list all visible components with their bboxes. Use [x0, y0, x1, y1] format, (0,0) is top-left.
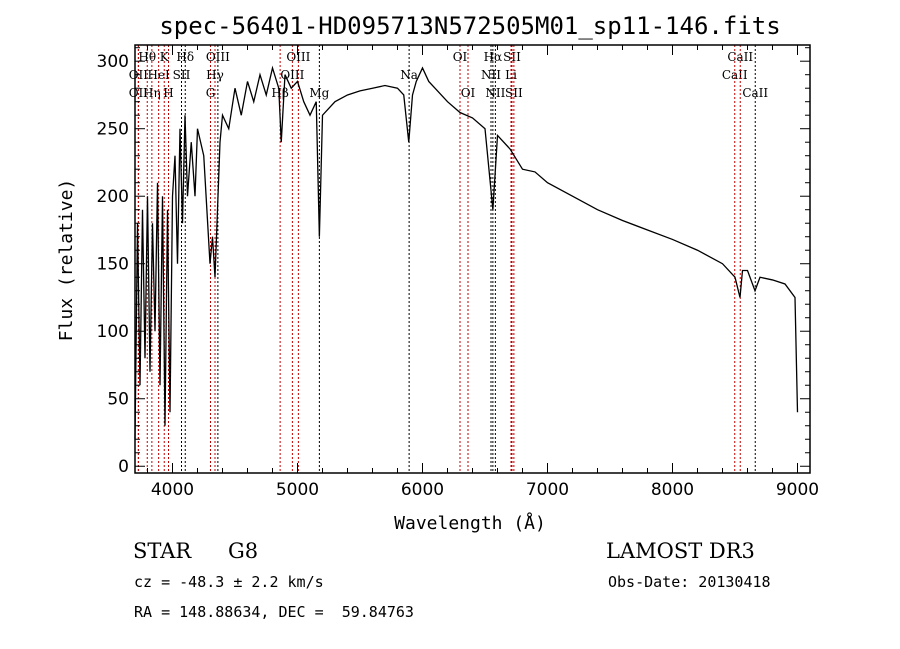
- spectral-line-label: H: [163, 86, 173, 100]
- chart-title: spec-56401-HD095713N572505M01_sp11-146.f…: [159, 12, 780, 40]
- spectral-line-label: CaII: [727, 50, 753, 64]
- spectral-line-label: CaII: [722, 68, 748, 82]
- spectral-line-label: K: [160, 50, 170, 64]
- spectrum-line: [134, 65, 799, 440]
- ra-dec: RA = 148.88634, DEC = 59.84763: [134, 603, 414, 621]
- y-tick-label: 200: [97, 187, 129, 207]
- obs-date: Obs-Date: 20130418: [608, 573, 771, 591]
- plot-frame: [134, 44, 811, 474]
- x-axis-label: Wavelength (Å): [394, 512, 546, 534]
- y-tick-label: 250: [97, 120, 129, 140]
- spectral-line-label: Hθ: [138, 50, 156, 64]
- y-axis-label: Flux (relative): [56, 179, 77, 342]
- y-tick-label: 0: [118, 457, 129, 477]
- y-tick-label: 300: [97, 52, 129, 72]
- x-tick-label: 8000: [651, 480, 694, 500]
- x-tick-label: 9000: [776, 480, 819, 500]
- x-tick-label: 5000: [276, 480, 319, 500]
- spectral-line-label: Hα: [484, 50, 503, 64]
- spectral-line-label: NII: [485, 86, 505, 100]
- spectral-line-label: Na: [400, 68, 418, 82]
- spectral-line-label: Mg: [309, 86, 329, 100]
- object-class: STAR: [133, 539, 192, 563]
- spectral-line-label: OIII: [280, 68, 304, 82]
- y-tick-label: 50: [107, 390, 129, 410]
- spectral-line-label: OI: [461, 86, 476, 100]
- redshift-text: cz = -48.3 ± 2.2 km/s: [134, 573, 324, 591]
- x-tick-label: 6000: [401, 480, 444, 500]
- spectral-line-label: Li: [505, 68, 517, 82]
- y-tick-label: 100: [97, 322, 129, 342]
- spectral-line-label: Hβ: [271, 86, 288, 100]
- spectral-line-label: SII: [505, 86, 523, 100]
- spectral-line-label: HeI: [147, 68, 170, 82]
- spectral-line-label: Hη: [143, 86, 161, 100]
- object-subclass: G8: [228, 539, 259, 563]
- spectral-line-label: SII: [173, 68, 191, 82]
- spectral-line-label: OIII: [206, 50, 230, 64]
- spectral-line-label: Hδ: [176, 50, 194, 64]
- x-tick-label: 4000: [151, 480, 194, 500]
- spectral-line-label: SII: [503, 50, 521, 64]
- spectral-line-label: OII: [129, 86, 149, 100]
- spectral-line-label: G: [206, 86, 216, 100]
- y-tick-label: 150: [97, 255, 129, 275]
- spectral-line-label: OIII: [286, 50, 310, 64]
- spectral-line-label: NII: [481, 68, 501, 82]
- spectral-line-label: CaII: [742, 86, 768, 100]
- spectral-line-label: Hγ: [206, 68, 224, 82]
- spectral-line-label: OI: [453, 50, 468, 64]
- survey-name: LAMOST DR3: [606, 539, 755, 563]
- x-tick-label: 7000: [526, 480, 569, 500]
